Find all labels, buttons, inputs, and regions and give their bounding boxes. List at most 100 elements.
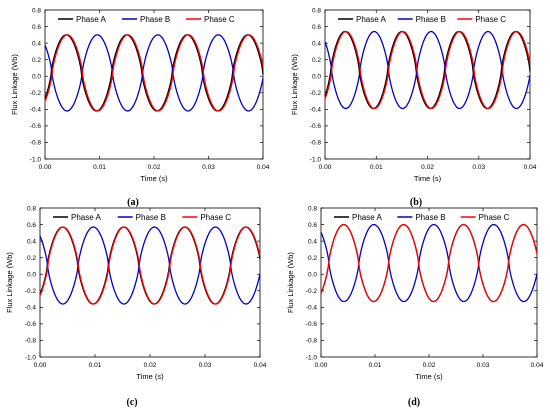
legend-item-phase-a: Phase A [334, 213, 382, 222]
legend-label: Phase A [352, 213, 382, 222]
x-axis-label: Time (s) [140, 174, 168, 183]
legend-item-phase-a: Phase A [53, 213, 101, 222]
y-tick-label: 0.0 [27, 272, 36, 279]
x-tick-label: 0.01 [369, 362, 382, 369]
x-tick-label: 0.03 [477, 362, 490, 369]
series-line-phase-c [44, 34, 264, 112]
chart-panel-b: 0.8 0.6 0.4 0.2 0.0 -0.2 -0.4 -0.6 -0.8 -1.00.00 0… [290, 7, 537, 183]
series-line-phase-c [320, 223, 538, 303]
legend-item-phase-b: Phase B [397, 15, 446, 24]
series-line-phase-c [324, 30, 531, 110]
y-tick-label: -0.8 [310, 140, 322, 147]
x-tick-label: 0.01 [89, 362, 102, 369]
y-axis-label: Flux Linkage (Wb) [290, 54, 299, 115]
y-tick-label: -1.0 [306, 354, 318, 361]
legend-label: Phase B [415, 213, 445, 222]
series-line-phase-b [39, 226, 261, 305]
x-axis-label: Time (s) [136, 372, 164, 381]
legend-label: Phase B [416, 15, 446, 24]
series-line-phase-a [324, 30, 531, 110]
y-tick-label: -0.8 [306, 338, 318, 345]
y-tick-label: 0.2 [27, 255, 36, 262]
legend-label: Phase A [71, 213, 101, 222]
x-tick-label: 0.00 [319, 164, 332, 171]
y-tick-label: 0.4 [32, 40, 41, 47]
series-line-phase-a [320, 223, 538, 303]
legend-label: Phase A [356, 15, 386, 24]
x-tick-label: 0.01 [93, 164, 106, 171]
legend-item-phase-b: Phase B [397, 213, 446, 222]
x-tick-label: 0.03 [199, 362, 212, 369]
x-tick-label: 0.02 [421, 164, 434, 171]
y-tick-label: -0.6 [306, 321, 318, 328]
legend-item-phase-c: Phase C [460, 213, 510, 222]
y-tick-label: -0.2 [310, 90, 322, 97]
y-tick-label: -0.4 [25, 305, 37, 312]
x-tick-label: 0.02 [423, 362, 436, 369]
x-axis-label: Time (s) [414, 174, 442, 183]
legend-item-phase-b: Phase B [122, 15, 170, 24]
y-tick-label: 0.6 [308, 222, 317, 229]
x-tick-label: 0.00 [315, 362, 328, 369]
x-tick-label: 0.02 [144, 362, 157, 369]
x-tick-label: 0.02 [148, 164, 161, 171]
x-tick-label: 0.00 [34, 362, 47, 369]
y-tick-label: -0.2 [30, 90, 42, 97]
series-line-phase-a [44, 34, 264, 112]
x-tick-label: 0.03 [202, 164, 215, 171]
y-tick-label: -1.0 [310, 156, 322, 163]
y-tick-label: -0.8 [30, 140, 42, 147]
y-tick-label: 0.8 [308, 205, 317, 212]
series-line-phase-b [44, 34, 264, 112]
y-tick-label: 0.6 [27, 222, 36, 229]
chart-panel-d: 0.8 0.6 0.4 0.2 0.0 -0.2 -0.4 -0.6 -0.8 -1.00.00 0… [286, 205, 544, 381]
y-tick-label: 0.4 [27, 238, 36, 245]
legend-label: Phase C [200, 213, 231, 222]
legend-label: Phase C [479, 213, 510, 222]
x-tick-label: 0.01 [370, 164, 383, 171]
panel-caption: (d) [408, 397, 420, 408]
y-tick-label: 0.2 [32, 57, 41, 64]
y-tick-label: 0.2 [312, 57, 321, 64]
x-tick-label: 0.04 [254, 362, 267, 369]
x-tick-label: 0.03 [472, 164, 485, 171]
y-tick-label: 0.4 [312, 40, 321, 47]
y-tick-label: -0.2 [306, 288, 318, 295]
chart-panel-a: 0.8 0.6 0.4 0.2 0.0 -0.2 -0.4 -0.6 -0.8 -1.00.00 0… [10, 7, 270, 183]
legend-item-phase-c: Phase C [182, 213, 231, 222]
legend-label: Phase B [136, 213, 166, 222]
y-axis-label: Flux Linkage (Wb) [5, 252, 14, 313]
legend-item-phase-a: Phase A [58, 15, 106, 24]
series-line-phase-c [39, 226, 261, 305]
y-tick-label: 0.2 [308, 255, 317, 262]
x-tick-label: 0.00 [39, 164, 52, 171]
x-tick-label: 0.04 [531, 362, 544, 369]
x-tick-label: 0.04 [524, 164, 537, 171]
y-tick-label: -0.6 [30, 123, 42, 130]
series-line-phase-a [39, 226, 261, 305]
y-tick-label: 0.8 [27, 205, 36, 212]
y-tick-label: 0.6 [32, 24, 41, 31]
y-tick-label: -0.6 [25, 321, 37, 328]
legend-item-phase-b: Phase B [117, 213, 166, 222]
legend-item-phase-a: Phase A [338, 15, 386, 24]
x-axis-label: Time (s) [415, 372, 443, 381]
chart-panel-c: 0.8 0.6 0.4 0.2 0.0 -0.2 -0.4 -0.6 -0.8 -1.00.00 0… [5, 205, 267, 381]
y-tick-label: 0.0 [32, 74, 41, 81]
y-tick-label: -0.4 [30, 107, 42, 114]
y-axis-label: Flux Linkage (Wb) [286, 252, 295, 313]
y-tick-label: -0.8 [25, 338, 37, 345]
legend-label: Phase C [475, 15, 506, 24]
y-tick-label: -0.2 [25, 288, 37, 295]
y-tick-label: 0.0 [312, 74, 321, 81]
panel-caption: (c) [126, 397, 137, 408]
panel-caption: (b) [410, 197, 422, 208]
legend-label: Phase C [204, 15, 235, 24]
y-tick-label: 0.8 [312, 7, 321, 14]
panel-caption: (a) [127, 197, 139, 208]
series-line-phase-b [320, 223, 538, 303]
x-tick-label: 0.04 [257, 164, 270, 171]
y-tick-label: -1.0 [25, 354, 37, 361]
series-line-phase-b [324, 30, 531, 110]
